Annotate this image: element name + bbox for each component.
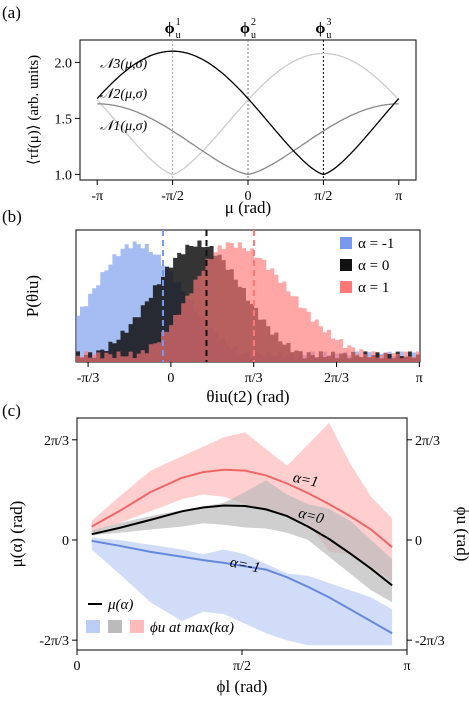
panel-c-label: (c) [2, 401, 21, 420]
panel-a: ϕ 1u ϕ 2u ϕ 3u 𝒩3(μ,σ)𝒩2(μ,σ)𝒩1(μ,σ) -π -π/2 0 π… [26, 17, 417, 217]
panel-b-legend-swatch [340, 237, 352, 249]
panel-a-vline-sup: 1 [176, 17, 181, 28]
panel-c-series-label: α=1 [292, 470, 320, 491]
panel-b-legend-label: α = -1 [358, 236, 394, 252]
panel-c-ytick-label-left: 0 [62, 534, 69, 549]
panel-a-vline-sub: u [251, 30, 256, 41]
panel-a-series-label: 𝒩1(μ,σ) [100, 119, 148, 134]
panel-c-series-line [91, 504, 393, 587]
panel-a-vline-label: ϕ [165, 20, 175, 37]
panel-c-band [91, 480, 393, 603]
panel-a-xtick-label: 0 [245, 189, 252, 204]
panel-c-series-line [91, 468, 393, 548]
panel-a-ytick-label: 1.5 [55, 112, 73, 127]
panel-b-legend-label: α = 1 [358, 280, 389, 296]
panel-a-series-line [97, 103, 399, 176]
panel-c-ylabel-right: ϕu (rad) [453, 507, 469, 562]
panel-b-xtick-label: π [416, 371, 423, 386]
panel-c-series-line [91, 539, 393, 635]
panel-c-ytick-label-left: -2π/3 [39, 634, 69, 649]
panel-b-xtick-label: -π/3 [77, 371, 100, 386]
panel-b-xlabel: θiu(t2) (rad) [206, 387, 289, 406]
panel-b: -π/3 0 π/3 2π/3 π α = -1 α = 0 α = 1 θiu(t2) (… [23, 229, 423, 406]
panel-b-legend-swatch [340, 259, 352, 271]
panel-b-xtick-label: π/3 [245, 371, 263, 386]
panel-c-series-label: α=0 [297, 505, 326, 527]
panel-a-vline-sub: u [326, 30, 331, 41]
panel-a-series-line [96, 52, 400, 176]
panel-a-series-line [96, 50, 400, 176]
panel-c-legend-band-swatch [108, 620, 122, 633]
panel-c-legend-band-swatch [130, 620, 144, 633]
panel-c-ylabel-left: μ(α) (rad) [7, 501, 26, 568]
panel-b-legend-label: α = 0 [358, 258, 389, 274]
panel-a-vline-sup: 3 [326, 17, 331, 28]
panel-a-xtick-label: -π/2 [161, 189, 184, 204]
panel-a-vline-sub: u [176, 30, 181, 41]
panel-b-legend-swatch [340, 281, 352, 293]
panel-c-xtick-label: 0 [74, 659, 81, 674]
panel-a-label: (a) [2, 3, 21, 22]
panel-c-band [91, 537, 393, 646]
panel-a-xtick-label: π [395, 189, 402, 204]
panel-a-xlabel: μ (rad) [225, 198, 271, 217]
panel-c-ytick-label-right: 0 [415, 534, 422, 549]
panel-c-legend-band-swatch [86, 620, 100, 633]
panel-a-series-label: 𝒩2(μ,σ) [100, 87, 148, 102]
panel-a-ylabel: ⟨τf(μ)⟩ (arb. units) [26, 55, 42, 165]
panel-a-xtick-label: -π [91, 189, 103, 204]
panel-b-xtick-label: 0 [167, 371, 174, 386]
panel-c: α=1 α=0 α=-1 0 π/2 π -2π/3 -2π/3 0 0 2π/3 2π/3 μ(α… [7, 417, 469, 696]
panel-b-label: (b) [2, 207, 22, 226]
panel-a-series-label: 𝒩3(μ,σ) [100, 57, 148, 72]
panel-a-xtick-label: π/2 [314, 189, 332, 204]
panel-a-ytick-label: 2.0 [55, 56, 73, 71]
panel-a-ytick-label: 1.0 [55, 168, 73, 183]
panel-c-ytick-label-left: 2π/3 [44, 434, 69, 449]
panel-c-xtick-label: π [403, 659, 410, 674]
panel-c-legend-band-label: ϕu at max(kα) [150, 620, 234, 636]
panel-c-xlabel: ϕl (rad) [217, 677, 268, 696]
panel-c-ytick-label-right: -2π/3 [415, 634, 445, 649]
panel-a-vline-label: ϕ [240, 20, 250, 37]
panel-c-xtick-label: π/2 [233, 659, 251, 674]
panel-c-series-label: α=-1 [228, 555, 261, 577]
panel-c-legend-line-label: μ(α) [107, 597, 133, 613]
panel-a-vline-sup: 2 [251, 17, 256, 28]
panel-b-xtick-label: 2π/3 [324, 371, 349, 386]
panel-a-vline-label: ϕ [315, 20, 325, 37]
panel-c-ytick-label-right: 2π/3 [415, 434, 440, 449]
panel-b-ylabel: P(θiu) [23, 275, 42, 317]
